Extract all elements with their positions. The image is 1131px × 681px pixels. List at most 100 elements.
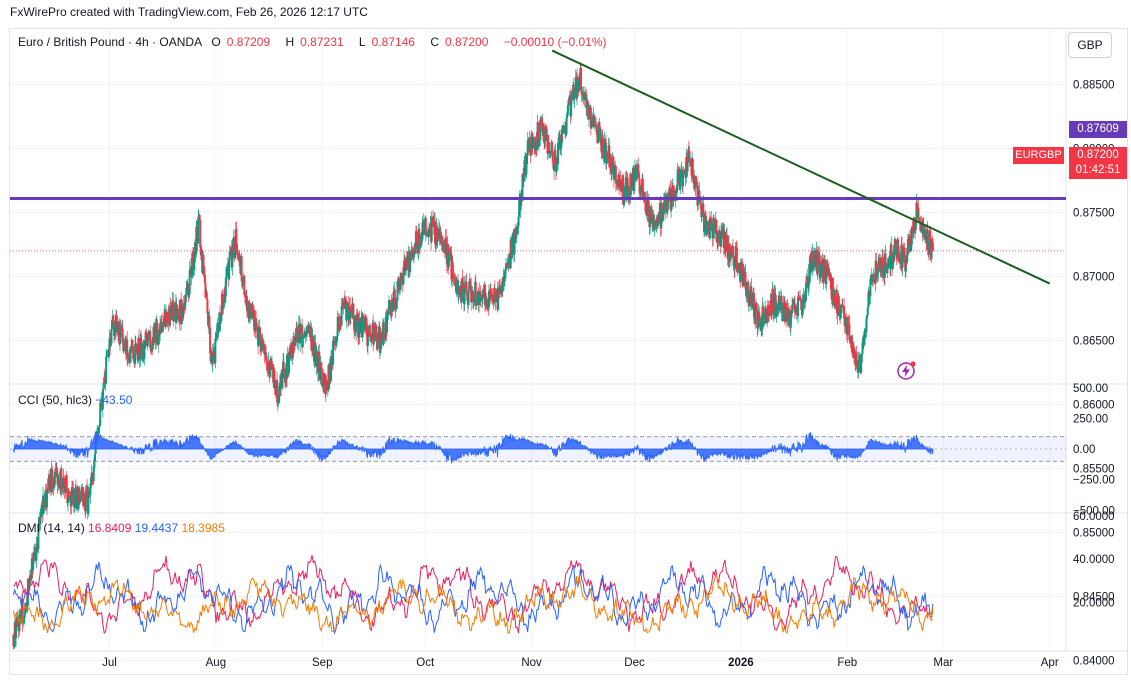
candle-body [111,320,114,330]
dmi-title[interactable]: DMI (14, 14) [18,521,85,535]
candle-body [289,344,292,357]
candle-body [122,348,125,351]
symbol-tag: EURGBP [1013,147,1064,164]
candle-body [134,344,137,349]
candle [147,329,150,347]
candle [176,308,179,315]
candle-body [149,331,152,349]
candle-body [916,202,919,211]
candle-body [808,264,811,285]
candle-body [807,284,810,288]
candle-body [165,312,168,323]
candle-body [505,265,508,271]
candle-body [519,201,522,211]
candle-body [387,308,390,316]
candle-body [115,315,118,332]
candle-body [67,492,70,495]
candle-body [698,190,701,197]
candle [50,460,53,495]
ohlc-high: H 0.87231 [285,35,344,49]
candle-body [710,224,713,232]
candle-body [134,344,137,364]
cci-title[interactable]: CCI (50, hlc3) [18,393,93,407]
candle [45,492,48,516]
candle-body [421,222,424,240]
candle-body [537,139,540,146]
candle-body [674,190,677,201]
candle [187,284,190,302]
candle-body [427,231,430,237]
candle [330,349,333,383]
candle-body [98,425,101,427]
time-tick-label: 2026 [728,657,754,669]
dmi-tick-label: 60.0000 [1073,511,1115,523]
candle-body [840,305,843,312]
time-tick-label: Feb [837,657,857,669]
candle [65,470,68,491]
candle [120,324,123,331]
time-tick-label: Mar [933,657,953,669]
candle-body [203,274,206,284]
candle-body [809,253,812,274]
candle [310,322,313,351]
candle-body [409,254,412,258]
candle [627,184,630,205]
candle-body [896,239,899,258]
candle [443,239,446,253]
candle-body [191,252,194,261]
candle-body [650,206,653,221]
candle-body [288,352,291,374]
candle-body [107,356,110,357]
candle-body [143,340,146,349]
candle-body [90,477,93,488]
candle [198,213,201,221]
candle-body [829,274,832,290]
candle [380,328,383,353]
candle [529,136,532,164]
candle-body [365,319,368,335]
candle-body [455,283,458,293]
candle-body [233,236,236,259]
candle-body [65,475,68,489]
candle [491,287,494,306]
candle-body [515,227,518,235]
candle-body [631,181,634,187]
candle-body [622,202,625,205]
ohlc-close: C 0.87200 [430,35,489,49]
candle-body [730,249,733,255]
currency-button[interactable]: GBP [1068,32,1112,58]
candle-body [430,216,433,242]
candle [56,468,59,494]
candle-body [473,294,476,303]
candle-body [543,129,546,143]
candle-body [109,338,112,347]
candle-body [894,239,897,247]
candle-body [601,138,604,141]
candle-body [825,262,828,269]
candle-body [467,291,470,305]
candle-body [626,177,629,197]
symbol-title[interactable]: Euro / British Pound · 4h · OANDA [18,35,203,49]
candle [138,329,141,355]
candle [661,208,664,224]
candle-body [724,239,727,253]
candle [820,256,823,266]
candle-body [109,343,112,347]
candle [106,350,109,357]
time-tick-label: Jul [102,657,117,669]
candle-body [770,309,773,315]
candle-body [419,245,422,247]
candle [277,386,280,407]
candle [765,309,768,324]
candle [784,301,787,324]
candle-body [868,291,871,294]
candle-body [887,258,890,266]
candle-body [876,272,879,276]
candle-body [152,326,155,346]
lightning-icon[interactable] [896,361,916,381]
candle-body [123,347,126,349]
candle [750,278,753,311]
candle-body [886,264,889,274]
candle-body [163,318,166,322]
